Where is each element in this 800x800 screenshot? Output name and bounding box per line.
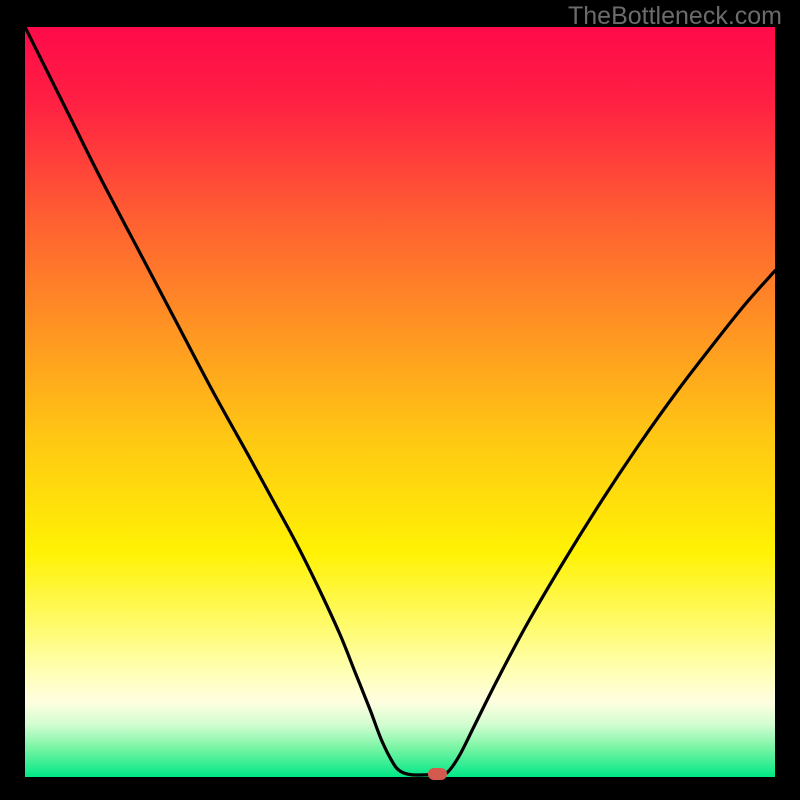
optimal-point-marker — [428, 768, 447, 780]
watermark-text: TheBottleneck.com — [568, 2, 782, 31]
chart-container: TheBottleneck.com — [0, 0, 800, 800]
bottleneck-chart — [25, 27, 775, 777]
